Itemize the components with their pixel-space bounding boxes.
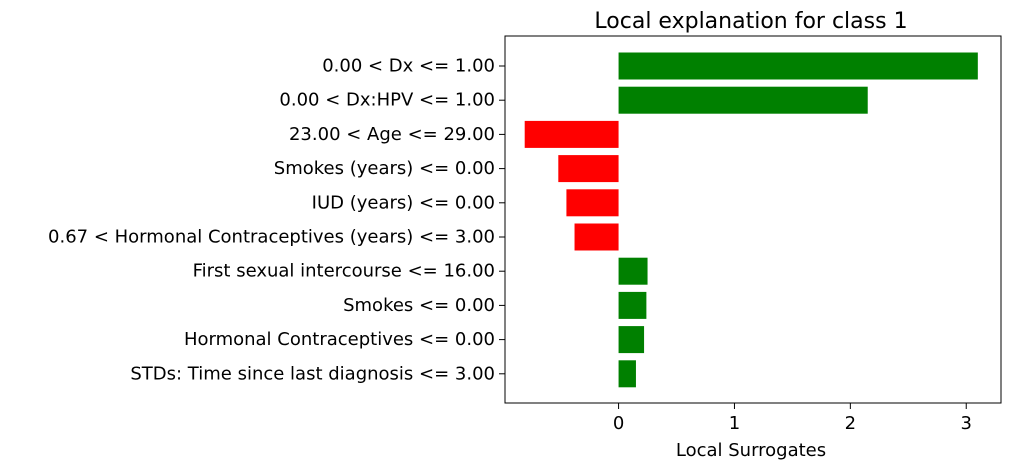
category-label: IUD (years) <= 0.00 xyxy=(312,192,495,213)
bar xyxy=(618,257,648,285)
category-label: Hormonal Contraceptives <= 0.00 xyxy=(184,329,495,350)
bar xyxy=(618,360,636,388)
x-tick-label: 3 xyxy=(961,413,972,434)
x-tick-label: 0 xyxy=(613,413,624,434)
bar xyxy=(618,326,645,354)
chart-title: Local explanation for class 1 xyxy=(594,9,907,34)
category-label: Smokes <= 0.00 xyxy=(343,295,495,316)
category-label: First sexual intercourse <= 16.00 xyxy=(193,261,495,282)
plot-frame xyxy=(504,35,1002,404)
category-label: 0.67 < Hormonal Contraceptives (years) <… xyxy=(48,227,495,248)
bar xyxy=(524,120,619,148)
category-labels-group: 0.00 < Dx <= 1.00 0.00 < Dx:HPV <= 1.00 23… xyxy=(48,56,505,384)
category-label: 0.00 < Dx <= 1.00 xyxy=(322,56,495,77)
x-tick-label: 2 xyxy=(845,413,856,434)
bar xyxy=(618,52,978,80)
category-label: STDs: Time since last diagnosis <= 3.00 xyxy=(130,363,495,384)
category-label: 23.00 < Age <= 29.00 xyxy=(289,124,495,145)
category-label: 0.00 < Dx:HPV <= 1.00 xyxy=(279,90,495,111)
bar xyxy=(618,86,868,114)
category-label: Smokes (years) <= 0.00 xyxy=(274,158,495,179)
bar xyxy=(574,223,619,251)
x-tick-label: 1 xyxy=(729,413,740,434)
x-axis-label: Local Surrogates xyxy=(676,440,826,461)
bars-group xyxy=(524,52,978,388)
bar xyxy=(618,291,647,319)
bar xyxy=(558,155,619,183)
bar xyxy=(566,189,619,217)
x-ticks-group: 0 1 2 3 xyxy=(613,403,972,434)
